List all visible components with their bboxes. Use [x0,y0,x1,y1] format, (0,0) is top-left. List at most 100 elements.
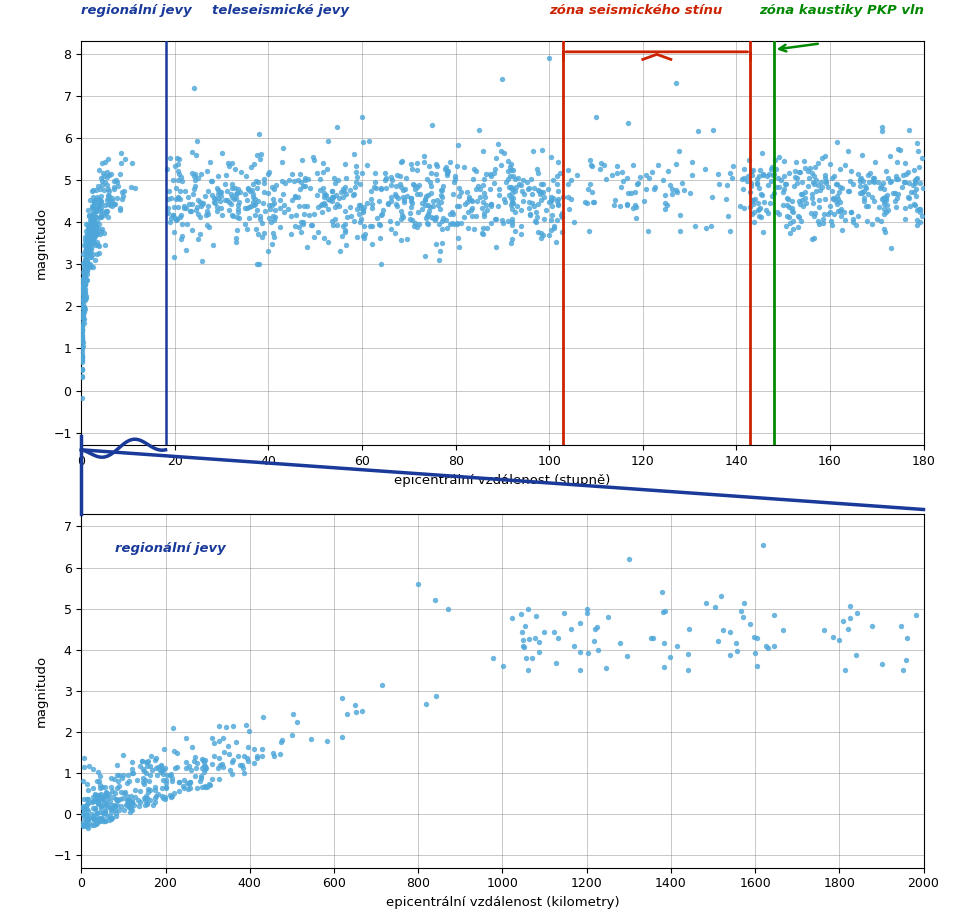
Point [226,209,241,224]
Point [877,221,892,236]
Point [476,195,491,209]
Point [267,213,282,228]
Point [253,151,268,166]
Point [504,231,520,246]
Point [96,791,111,806]
Point [536,228,551,242]
Point [423,185,438,200]
Point [256,196,271,210]
Point [615,174,631,188]
Point [753,186,768,201]
Point [403,200,418,215]
Point [438,212,454,227]
Point [78,274,93,288]
Point [288,208,303,223]
Point [276,197,291,212]
Point [589,109,604,124]
Point [80,217,96,231]
Point [85,209,100,224]
Point [384,170,399,185]
Point [373,207,389,222]
Point [655,585,670,599]
Point [199,163,214,178]
Point [327,199,343,214]
Point [89,225,104,240]
Point [204,772,219,787]
Point [728,636,744,651]
Point [227,180,242,195]
Point [883,174,899,188]
Point [78,291,94,306]
Point [91,811,106,825]
Point [443,155,458,170]
Point [430,192,445,207]
Point [388,186,403,201]
Point [433,243,448,258]
Point [513,606,528,621]
Point [853,172,868,186]
Point [420,197,435,212]
Point [762,196,777,210]
Point [265,236,280,251]
Point [115,747,130,762]
Point [82,230,98,245]
Point [790,219,806,234]
Point [75,325,90,340]
Point [743,185,758,199]
Point [160,201,175,216]
Point [529,210,545,225]
Point [78,273,93,287]
Point [174,217,189,231]
Point [109,174,124,189]
Point [86,246,101,261]
Point [109,792,124,807]
Point [829,197,844,212]
Point [428,688,443,703]
Point [190,207,206,221]
Point [127,782,143,797]
Point [879,198,895,213]
Point [75,291,90,306]
Point [89,806,104,821]
Point [89,226,104,241]
Point [202,776,217,790]
Point [832,633,847,648]
Point [577,195,592,209]
Point [805,175,820,190]
Point [794,193,810,207]
Point [389,198,405,213]
Point [420,207,435,221]
Point [500,214,515,229]
Point [876,182,891,196]
Point [373,257,389,272]
Point [435,178,451,193]
Point [86,813,101,828]
Point [81,258,97,273]
Point [251,175,266,190]
Point [79,227,95,241]
Point [84,239,100,253]
Point [74,319,89,334]
Point [495,659,510,674]
Point [476,209,491,224]
Point [906,162,922,177]
Point [198,761,213,776]
Point [459,195,475,209]
Point [464,200,479,215]
Point [459,185,475,199]
Point [143,767,158,782]
Point [248,221,263,236]
Point [546,624,562,639]
Point [81,208,97,223]
Point [320,733,335,748]
Point [241,210,256,225]
Point [818,149,834,163]
Point [86,196,101,211]
Point [338,225,353,240]
Y-axis label: magnitudo: magnitudo [34,655,48,727]
Point [482,166,498,181]
Point [75,279,90,294]
Point [77,312,92,327]
Point [189,148,204,162]
Point [906,185,922,199]
